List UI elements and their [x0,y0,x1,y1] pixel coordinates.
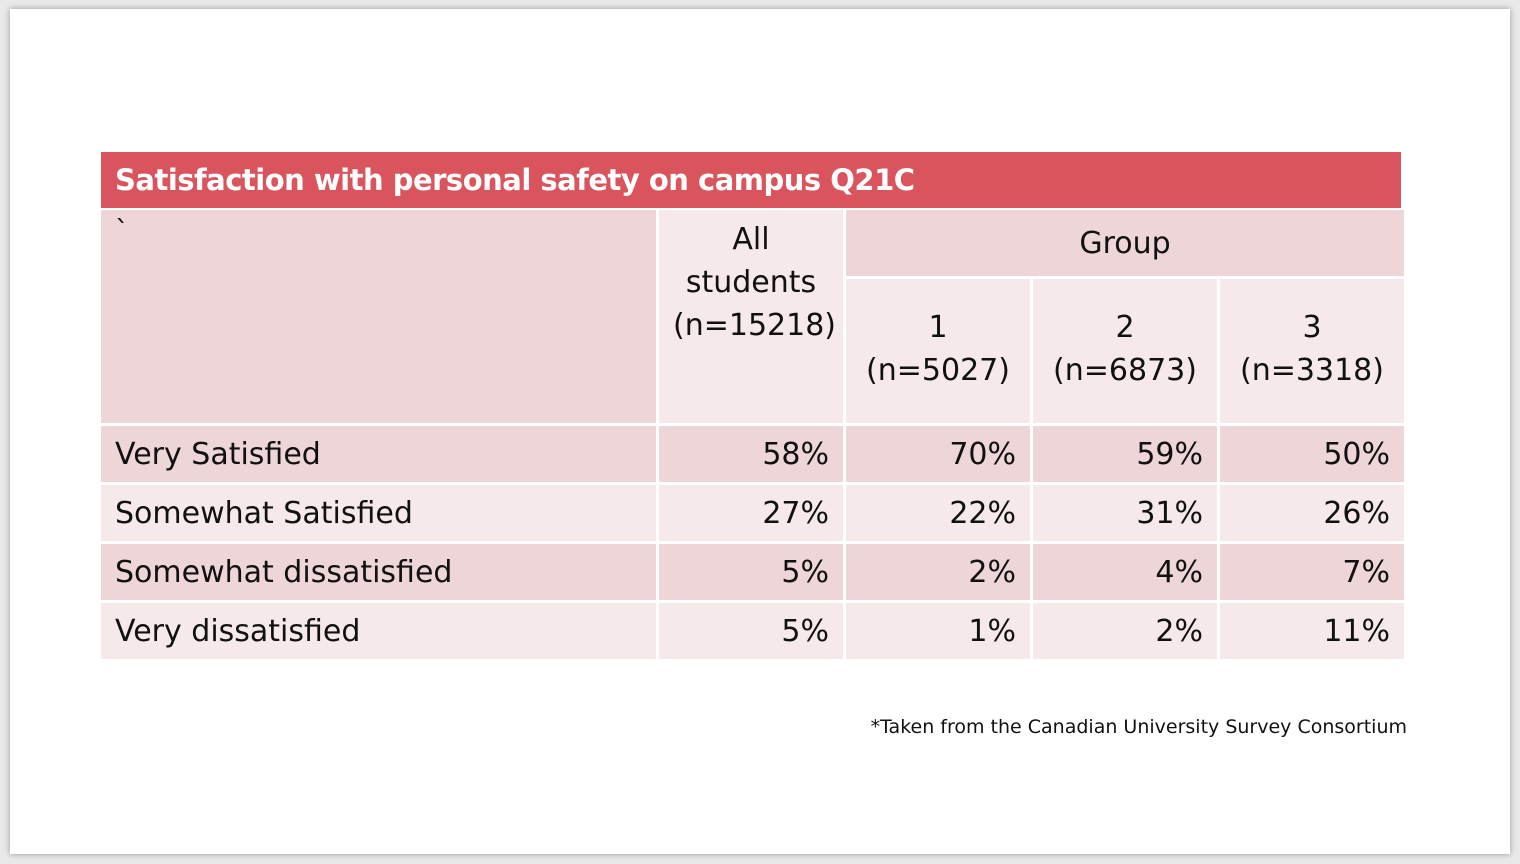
cell-group-2: 59% [1033,426,1217,482]
group-n: (n=5027) [866,353,1010,388]
row-label: Somewhat dissatisfied [101,544,656,600]
group-1-header: 1 (n=5027) [846,279,1030,423]
group-name: 1 [928,310,948,345]
table-title: Satisfaction with personal safety on cam… [101,152,1401,208]
group-name: 2 [1115,310,1135,345]
cell-all: 27% [659,485,843,541]
row-label: Very dissatisfied [101,603,656,659]
cell-all: 5% [659,544,843,600]
all-students-line: All [732,222,770,257]
table-row: Very Satisfied 58% 70% 59% 50% [101,426,1404,482]
all-students-line: (n=15218) [673,308,836,343]
cell-group-3: 11% [1220,603,1404,659]
cell-group-2: 31% [1033,485,1217,541]
group-n: (n=3318) [1240,353,1384,388]
cell-group-3: 26% [1220,485,1404,541]
corner-cell: ` [101,210,656,423]
cell-group-1: 70% [846,426,1030,482]
cell-group-2: 2% [1033,603,1217,659]
group-3-header: 3 (n=3318) [1220,279,1404,423]
cell-group-3: 7% [1220,544,1404,600]
results-table: ` All students (n=15218) Group 1 (n=5027… [98,207,1407,662]
cell-group-1: 1% [846,603,1030,659]
table-row: Very dissatisfied 5% 1% 2% 11% [101,603,1404,659]
group-name: 3 [1302,310,1322,345]
cell-all: 58% [659,426,843,482]
cell-group-1: 2% [846,544,1030,600]
source-footnote: *Taken from the Canadian University Surv… [870,716,1407,738]
cell-group-3: 50% [1220,426,1404,482]
group-header: Group [846,210,1404,276]
cell-group-1: 22% [846,485,1030,541]
group-2-header: 2 (n=6873) [1033,279,1217,423]
table-row: Somewhat Satisfied 27% 22% 31% 26% [101,485,1404,541]
cell-all: 5% [659,603,843,659]
all-students-line: students [685,265,817,300]
row-label: Somewhat Satisfied [101,485,656,541]
table-row: Somewhat dissatisfied 5% 2% 4% 7% [101,544,1404,600]
group-n: (n=6873) [1053,353,1197,388]
all-students-header: All students (n=15218) [659,210,843,423]
cell-group-2: 4% [1033,544,1217,600]
row-label: Very Satisfied [101,426,656,482]
